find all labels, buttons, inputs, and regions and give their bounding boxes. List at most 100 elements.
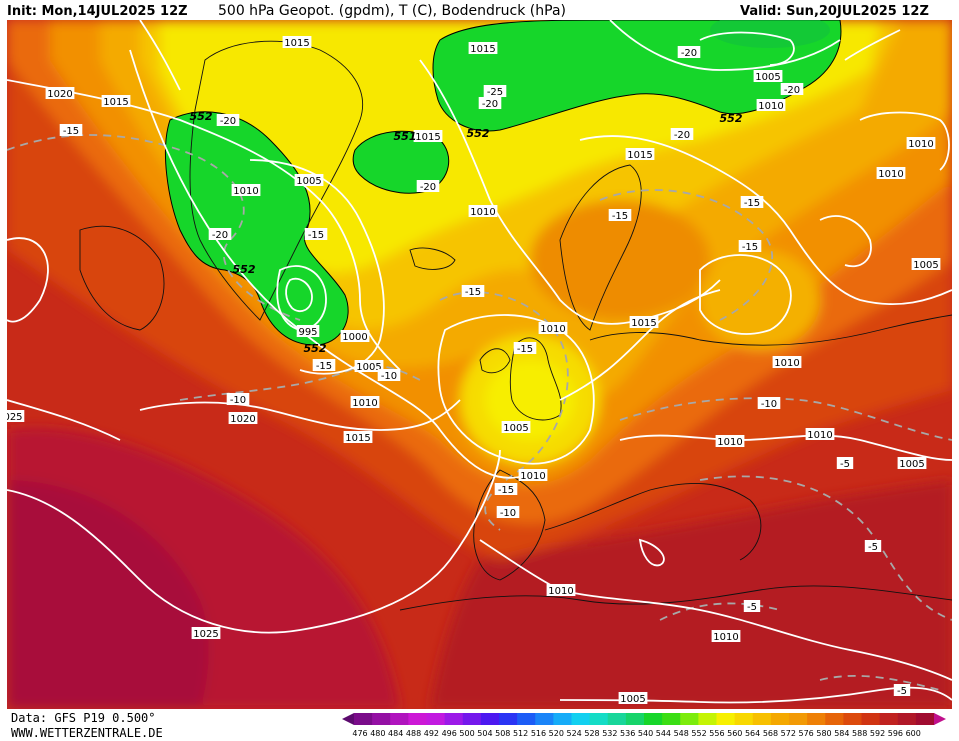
isobar-label: 1020 [45, 87, 75, 100]
isobar-label-text: 1015 [631, 318, 656, 329]
isobar-label: 1015 [468, 42, 498, 55]
isobar-label: 1005 [294, 174, 324, 187]
colorbar-segment [589, 713, 609, 725]
geopot-label-text: 552 [233, 263, 256, 276]
temperature-label: -5 [836, 457, 854, 470]
isobar-label-text: 1010 [352, 398, 377, 409]
weather-map: 1015 1020 1015 1015 1005 1010 1015 1010 1005 1010… [7, 20, 952, 709]
low-geopot-region-arctic [432, 20, 842, 132]
temperature-label-text: -20 [420, 182, 436, 193]
geopot-label: 552 [720, 112, 743, 125]
isobar-label: 995 [296, 325, 320, 338]
colorbar-segment [625, 713, 645, 725]
isobar-label-text: 1010 [717, 437, 742, 448]
colorbar-tick-label: 532 [602, 729, 617, 738]
init-time-text: Init: Mon,14JUL2025 12Z [7, 4, 188, 19]
temperature-label-text: -25 [487, 87, 503, 98]
colorbar-segment [716, 713, 736, 725]
temperature-label: -20 [780, 83, 804, 96]
isobar-label: 1010 [538, 322, 568, 335]
temperature-label: -20 [216, 114, 240, 127]
temperature-label-text: -5 [747, 602, 757, 613]
colorbar-tick-label: 476 [352, 729, 367, 738]
colorbar-tick-label: 524 [567, 729, 582, 738]
temperature-label: -10 [377, 369, 401, 382]
isobar-label-text: 1010 [548, 586, 573, 597]
colorbar-tick-label: 492 [424, 729, 439, 738]
isobar-label: 025 [7, 410, 25, 423]
colorbar-segment [770, 713, 790, 725]
isobar-label-text: 1015 [627, 150, 652, 161]
isobar-label: 1015 [629, 316, 659, 329]
temp-label-layer: -15-20-20 -15-20-25-20-20-20-20-15-15-15-… [59, 46, 911, 697]
colorbar-segment [535, 713, 554, 725]
isobar-label-text: 1015 [284, 38, 309, 49]
colorbar-tick-label: 536 [620, 729, 635, 738]
colorbar-segment [897, 713, 917, 725]
isobar-label-text: 1025 [193, 629, 218, 640]
colorbar-segment [571, 713, 591, 725]
isobar-label: 1010 [231, 184, 261, 197]
temperature-label: -15 [312, 359, 336, 372]
colorbar-tick-label: 548 [674, 729, 689, 738]
isobar-lines [7, 20, 952, 704]
coastlines [79, 40, 952, 611]
colorbar-segment [879, 713, 899, 725]
temperature-label: -5 [743, 600, 761, 613]
colorbar-segment [553, 713, 572, 725]
temperature-label-text: -15 [63, 126, 79, 137]
temperature-label: -15 [304, 228, 328, 241]
isobar-label: 1010 [715, 435, 745, 448]
temperature-label-text: -15 [498, 485, 514, 496]
geopot-label-text: 552 [190, 110, 213, 123]
geopot-label: 552 [233, 263, 256, 276]
temperature-label: -5 [893, 684, 911, 697]
isobar-label-text: 1015 [345, 433, 370, 444]
temperature-label-text: -20 [212, 230, 228, 241]
isobar-label-text: 1015 [103, 97, 128, 108]
isobar-label-text: 1020 [230, 414, 255, 425]
isobar-label-text: 1010 [520, 471, 545, 482]
colorbar-tick-label: 540 [638, 729, 653, 738]
colorbar-segment [408, 713, 427, 725]
colorbar-segment [372, 713, 391, 725]
colorbar-tick-label: 520 [549, 729, 564, 738]
isobar-label-text: 1010 [908, 139, 933, 150]
colorbar-segment [861, 713, 881, 725]
isobar-label-text: 1000 [342, 332, 367, 343]
isobar-label: 1005 [354, 360, 384, 373]
temperature-label: -10 [757, 397, 781, 410]
isobar-label: 1015 [625, 148, 655, 161]
temperature-label-text: -20 [220, 116, 236, 127]
colorbar-segment [789, 713, 808, 725]
colorbar-tick-label: 580 [816, 729, 831, 738]
temperature-label-text: -15 [612, 211, 628, 222]
geopot-label-text: 552 [720, 112, 743, 125]
geopot-label: 552 [467, 127, 490, 140]
temperature-label-text: -5 [868, 542, 878, 553]
data-source-text: Data: GFS P19 0.500° [11, 711, 156, 725]
temperature-label: -15 [494, 483, 518, 496]
colorbar-tick-label: 516 [531, 729, 546, 738]
temperature-label-text: -5 [840, 459, 850, 470]
isobar-label: 1005 [501, 421, 531, 434]
temperature-label-text: -15 [465, 287, 481, 298]
temperature-label-text: -15 [316, 361, 332, 372]
temperature-label: -15 [738, 240, 762, 253]
colorbar-tick-label: 544 [656, 729, 671, 738]
isobar-label-text: 1005 [503, 423, 528, 434]
geopot-label-layer: 552 552 552 551 552 552 [190, 110, 743, 355]
temperature-label-text: -5 [897, 686, 907, 697]
isobar-label: 1010 [350, 396, 380, 409]
isobar-label: 1010 [876, 167, 906, 180]
temperature-label: -20 [677, 46, 701, 59]
colorbar-segment [499, 713, 518, 725]
isobar-label: 1010 [518, 469, 548, 482]
temperature-label: -20 [478, 97, 502, 110]
low-geopot-region-greenland [165, 111, 349, 346]
isobar-label: 1015 [282, 36, 312, 49]
colorbar-tick-label: 528 [584, 729, 599, 738]
colorbar-segment [807, 713, 826, 725]
isobar-label-text: 1015 [470, 44, 495, 55]
temperature-label: -20 [416, 180, 440, 193]
